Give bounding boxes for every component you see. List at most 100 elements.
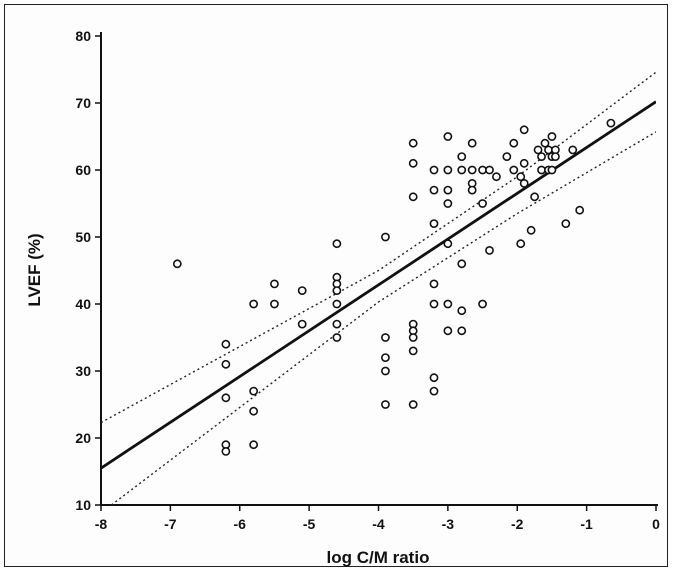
data-point <box>492 172 501 182</box>
regression-line <box>101 100 656 470</box>
data-point <box>509 165 519 175</box>
data-point <box>381 333 390 342</box>
y-tick-label: 30 <box>75 363 91 379</box>
y-tick-label: 50 <box>75 229 91 245</box>
x-tick-label: 0 <box>652 516 660 532</box>
data-point <box>530 192 539 202</box>
data-point <box>551 152 560 161</box>
data-point <box>519 158 529 168</box>
x-tick-label: -1 <box>580 516 593 532</box>
data-point <box>478 165 487 175</box>
data-point <box>249 299 259 309</box>
data-point <box>457 152 467 161</box>
x-tick-label: -8 <box>95 516 108 532</box>
x-tick-label: -3 <box>442 516 455 532</box>
data-point <box>381 366 390 376</box>
data-point <box>408 333 418 342</box>
x-tick-label: -5 <box>303 516 316 532</box>
data-point <box>568 145 578 155</box>
y-tick-label: 60 <box>75 162 91 178</box>
data-point <box>429 185 439 195</box>
x-tick-label: -2 <box>511 516 524 532</box>
data-point <box>509 138 519 148</box>
data-point <box>547 132 557 141</box>
data-point <box>332 299 342 309</box>
data-point <box>443 239 453 249</box>
data-point <box>408 158 418 168</box>
data-point <box>478 299 487 309</box>
data-point <box>408 138 418 148</box>
data-point <box>561 219 571 228</box>
data-point <box>526 225 536 235</box>
x-axis-title: log C/M ratio <box>327 548 430 567</box>
data-point <box>429 165 439 175</box>
plot-area: -8 -7 -6 -5 -4 -3 -2 -1 0 10 20 30 40 50 60 70 80 <box>75 28 660 532</box>
data-point <box>502 152 512 161</box>
data-point <box>332 286 342 295</box>
y-tick-label: 70 <box>75 95 91 111</box>
data-point <box>221 393 231 403</box>
data-point <box>249 386 259 396</box>
data-point <box>429 219 439 228</box>
data-point <box>221 339 231 349</box>
data-point <box>533 145 543 155</box>
data-point <box>429 299 439 309</box>
confidence-band-lower <box>110 131 656 505</box>
confidence-band-upper <box>101 71 656 424</box>
data-point <box>249 406 259 416</box>
data-point <box>381 353 390 362</box>
data-point <box>537 165 546 175</box>
data-point <box>270 299 279 309</box>
x-tick-label: -7 <box>164 516 177 532</box>
x-tick-label: -4 <box>372 516 385 532</box>
data-point <box>457 259 467 269</box>
data-point <box>516 172 526 182</box>
data-point <box>519 178 529 188</box>
data-point <box>332 333 342 342</box>
data-point <box>381 400 390 409</box>
y-axis-title: LVEF (%) <box>25 233 44 306</box>
data-point <box>467 165 477 175</box>
data-point <box>443 185 453 195</box>
y-tick-label: 40 <box>75 296 91 312</box>
data-point <box>443 299 453 309</box>
data-point <box>429 373 439 383</box>
data-point <box>221 446 231 456</box>
data-point <box>408 192 418 202</box>
x-tick-label: -6 <box>234 516 247 532</box>
data-point <box>540 138 550 148</box>
data-point <box>485 245 494 255</box>
y-tick-label: 80 <box>75 28 91 44</box>
data-point <box>221 359 231 369</box>
data-point <box>297 319 307 329</box>
data-point <box>485 165 494 175</box>
data-point <box>457 306 467 316</box>
data-point <box>537 152 546 161</box>
data-point <box>408 400 418 409</box>
y-tick-label: 10 <box>75 497 91 513</box>
data-point <box>270 279 279 289</box>
data-point <box>478 199 487 208</box>
data-point <box>332 239 342 249</box>
data-point <box>429 386 439 396</box>
data-point <box>519 125 529 135</box>
data-point <box>467 185 477 195</box>
data-point <box>172 259 182 269</box>
data-point <box>606 118 616 128</box>
data-point <box>381 232 390 242</box>
data-point <box>297 286 307 295</box>
data-point <box>332 319 342 329</box>
data-point <box>467 138 477 148</box>
data-point <box>408 346 418 356</box>
data-point <box>457 326 467 336</box>
data-point <box>443 165 453 175</box>
data-point <box>443 199 453 208</box>
data-point <box>443 132 453 141</box>
y-tick-label: 20 <box>75 430 91 446</box>
data-point <box>429 279 439 289</box>
data-point <box>575 205 585 215</box>
data-point <box>457 165 467 175</box>
data-point <box>547 165 557 175</box>
data-point <box>516 239 526 249</box>
